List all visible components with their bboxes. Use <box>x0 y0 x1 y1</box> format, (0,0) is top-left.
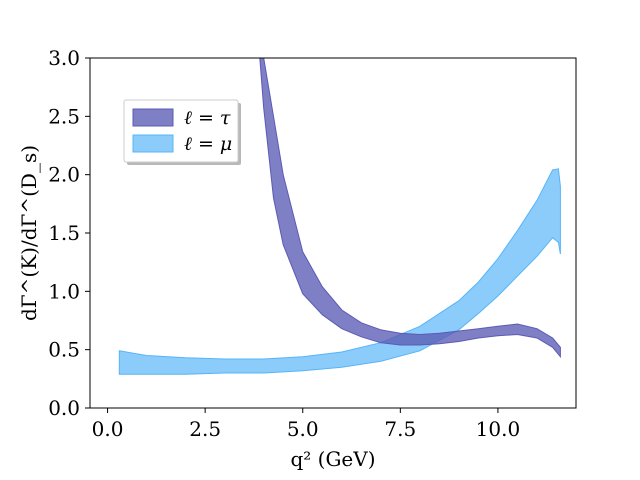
y-tick-label: 1.5 <box>48 221 80 245</box>
x-tick-label: 2.5 <box>189 417 221 441</box>
band-mu <box>118 168 561 375</box>
y-tick-label: 3.0 <box>48 46 80 70</box>
y-tick-label: 2.0 <box>48 163 80 187</box>
legend: ℓ = τ ℓ = μ <box>123 99 241 165</box>
x-tick-label: 5.0 <box>287 417 319 441</box>
y-tick-label: 0.5 <box>48 338 80 362</box>
legend-label: ℓ = τ <box>184 107 231 129</box>
x-axis-ticks: 0.0 2.5 5.0 7.5 10.0 <box>92 408 521 441</box>
series-layer <box>118 58 561 375</box>
y-axis-label: dΓ^(K)/dΓ^(D_s) <box>17 145 41 321</box>
x-axis-label: q² (GeV) <box>290 447 375 471</box>
legend-swatch <box>132 134 174 153</box>
band-tau <box>259 58 561 359</box>
y-tick-label: 2.5 <box>48 104 80 128</box>
legend-swatch <box>132 108 174 127</box>
x-tick-label: 0.0 <box>92 417 124 441</box>
y-tick-label: 0.0 <box>48 396 80 420</box>
y-tick-label: 1.0 <box>48 279 80 303</box>
legend-label: ℓ = μ <box>184 133 232 155</box>
y-axis-ticks: 0.0 0.5 1.0 1.5 2.0 2.5 3.0 <box>48 46 90 420</box>
x-tick-label: 7.5 <box>384 417 416 441</box>
x-tick-label: 10.0 <box>476 417 521 441</box>
